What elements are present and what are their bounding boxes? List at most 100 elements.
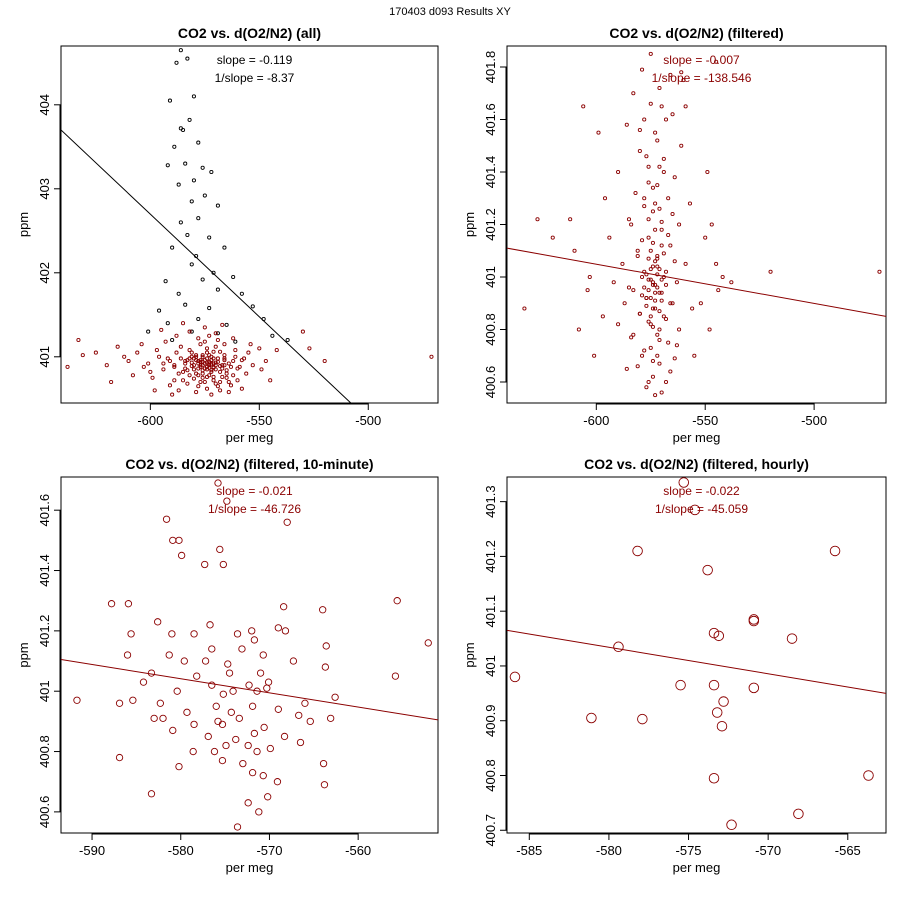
data-point: [165, 356, 170, 361]
data-point: [726, 819, 737, 831]
data-point: [653, 306, 658, 311]
x-tick-label: -570: [755, 843, 781, 858]
data-point: [122, 354, 127, 359]
data-point: [222, 245, 227, 250]
data-point: [637, 148, 642, 154]
data-point: [653, 227, 658, 232]
data-point: [115, 344, 120, 349]
data-point: [187, 329, 192, 334]
data-point: [644, 154, 649, 159]
data-point: [659, 290, 664, 295]
data-point: [175, 536, 183, 545]
data-point: [150, 714, 158, 723]
y-tick-label: 400.6: [483, 366, 498, 399]
data-point: [215, 203, 220, 208]
data-point: [646, 288, 651, 293]
data-point: [631, 91, 636, 96]
data-point: [642, 285, 647, 290]
data-point: [639, 274, 645, 280]
data-point: [231, 358, 236, 364]
data-point: [646, 277, 651, 282]
x-tick-label: -575: [676, 843, 702, 858]
data-point: [600, 314, 605, 319]
y-axis-label: ppm: [462, 642, 477, 667]
data-point: [170, 245, 175, 250]
data-point: [233, 339, 238, 344]
data-point: [659, 277, 664, 282]
data-point: [107, 600, 116, 608]
data-point: [194, 358, 199, 363]
data-point: [219, 690, 227, 698]
data-point: [637, 311, 642, 316]
data-point: [280, 603, 288, 611]
data-point: [655, 183, 660, 188]
data-point: [200, 371, 205, 376]
data-point: [76, 337, 81, 343]
data-point: [183, 361, 188, 366]
data-point: [668, 301, 673, 306]
x-axis-label: per meg: [226, 860, 274, 875]
data-point: [705, 169, 710, 175]
data-point: [711, 707, 723, 718]
y-tick-label: 400.8: [483, 759, 498, 792]
data-point: [748, 682, 760, 694]
data-point: [522, 306, 527, 311]
data-point: [204, 374, 210, 380]
data-point: [650, 240, 655, 245]
data-point: [650, 282, 655, 287]
data-point: [587, 274, 592, 280]
series-hourly: [509, 477, 874, 831]
data-point: [692, 353, 697, 358]
data-point: [683, 104, 688, 109]
data-point: [124, 600, 133, 608]
y-tick-label: 401: [483, 655, 498, 677]
data-point: [657, 327, 662, 332]
data-point: [224, 368, 229, 373]
data-point: [183, 366, 188, 371]
y-tick-label: 401.2: [483, 208, 498, 241]
x-tick-label: -600: [583, 413, 609, 428]
data-point: [655, 272, 660, 277]
data-point: [190, 720, 198, 729]
data-point: [635, 253, 640, 259]
data-point: [626, 285, 632, 290]
data-point: [666, 340, 671, 345]
data-point: [207, 333, 212, 338]
data-point: [189, 329, 194, 334]
data-point: [657, 361, 662, 366]
data-point: [659, 227, 664, 232]
data-point: [629, 222, 634, 227]
data-point: [698, 301, 703, 306]
data-point: [165, 321, 170, 326]
data-point: [646, 164, 651, 169]
data-point: [648, 277, 653, 282]
y-tick-label: 401.4: [37, 554, 52, 587]
data-point: [156, 699, 165, 707]
x-axis-label: per meg: [673, 430, 721, 445]
data-point: [707, 327, 712, 332]
series-filtered: [522, 51, 882, 398]
data-point: [104, 363, 109, 368]
data-point: [257, 346, 262, 351]
data-point: [653, 282, 658, 287]
data-point: [668, 369, 673, 374]
data-point: [213, 344, 218, 349]
data-point: [248, 342, 253, 347]
data-point: [650, 264, 655, 269]
data-point: [331, 693, 339, 701]
data-point: [661, 156, 666, 161]
y-tick-label: 400.8: [483, 313, 498, 346]
data-point: [259, 651, 267, 659]
data-point: [215, 287, 220, 292]
data-point: [190, 630, 198, 638]
data-point: [648, 345, 653, 350]
data-point: [213, 331, 218, 336]
plot-frame: [60, 476, 439, 834]
data-point: [648, 267, 653, 272]
data-point: [622, 301, 627, 306]
data-point: [167, 98, 173, 103]
data-point: [218, 363, 223, 369]
data-point: [672, 259, 677, 264]
data-point: [209, 362, 214, 367]
data-point: [661, 274, 666, 280]
